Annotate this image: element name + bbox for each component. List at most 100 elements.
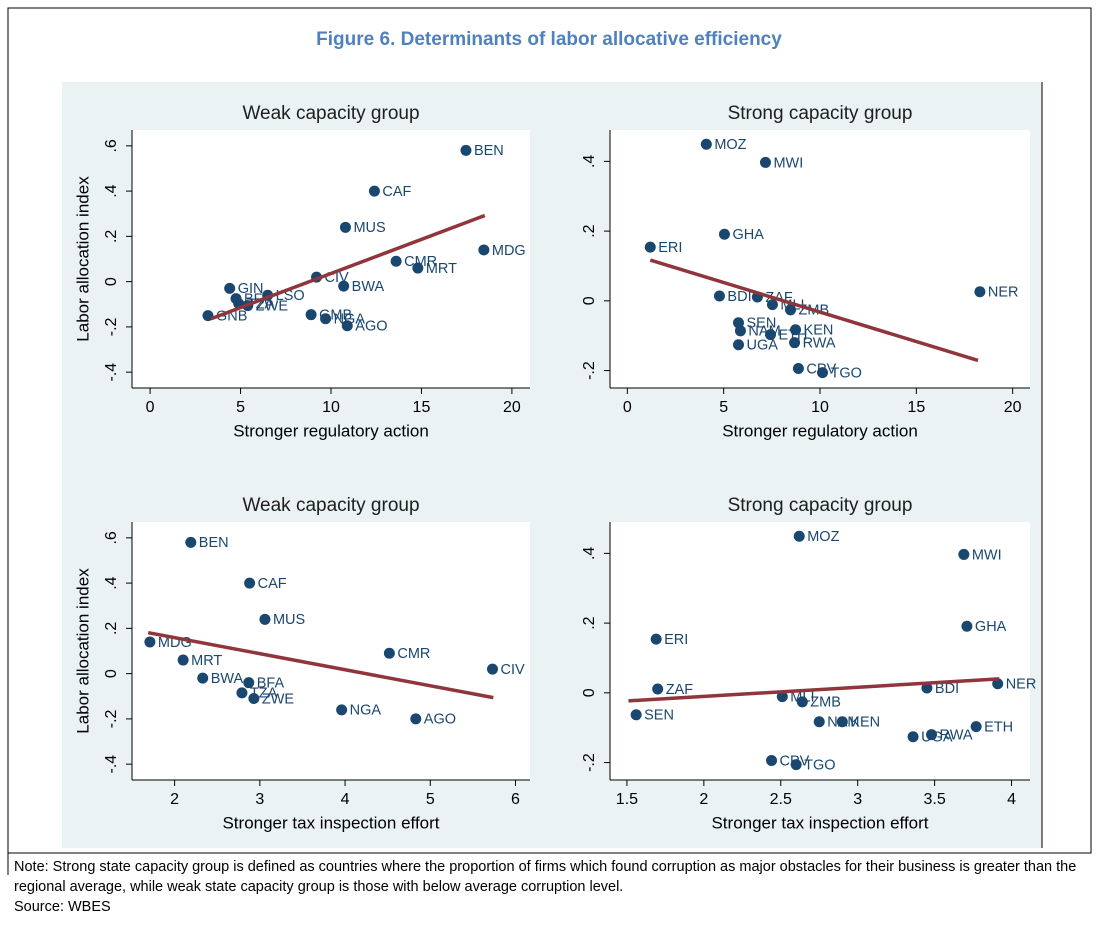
panel-title: Strong capacity group	[728, 495, 913, 516]
point	[338, 280, 350, 292]
x-tick-label: 10	[811, 399, 829, 416]
point	[412, 262, 424, 274]
y-tick-label: .6	[103, 139, 120, 152]
y-tick-label: -.4	[103, 755, 120, 774]
x-tick-label: 2	[170, 791, 179, 808]
point	[970, 721, 982, 733]
point	[339, 221, 351, 233]
panel-title: Weak capacity group	[242, 495, 419, 516]
point-label: RWA	[940, 728, 973, 744]
y-tick-label: .4	[581, 547, 598, 560]
y-tick-label: .4	[103, 576, 120, 589]
point-label: UGA	[747, 338, 779, 354]
point	[921, 682, 933, 694]
x-tick-label: 15	[413, 399, 431, 416]
point-label: TGO	[804, 757, 835, 773]
point-label: MRT	[426, 261, 457, 277]
x-tick-label: 2.5	[770, 791, 792, 808]
note: Note: Strong state capacity group is def…	[14, 859, 1077, 895]
point	[244, 577, 256, 589]
x-tick-label: 20	[1004, 399, 1022, 416]
point	[341, 320, 353, 332]
x-axis-label: Stronger tax inspection effort	[711, 813, 928, 832]
point	[764, 329, 776, 341]
point	[259, 613, 271, 625]
y-tick-label: 0	[581, 688, 598, 697]
point	[197, 672, 209, 684]
point-label: ZWE	[262, 691, 295, 707]
point	[907, 731, 919, 743]
point	[320, 313, 332, 325]
point	[992, 678, 1004, 690]
figure-title: Figure 6. Determinants of labor allocati…	[316, 29, 782, 50]
x-tick-label: 3	[255, 791, 264, 808]
point	[766, 754, 778, 766]
point-label: MLI	[790, 690, 814, 706]
point	[305, 309, 317, 321]
point	[734, 325, 746, 337]
y-tick-label: .2	[103, 622, 120, 635]
point	[790, 759, 802, 771]
point	[336, 704, 348, 716]
y-tick-label: .2	[581, 616, 598, 629]
point-label: GIN	[238, 281, 264, 297]
point	[713, 290, 725, 302]
point	[460, 144, 472, 156]
x-tick-label: 4	[341, 791, 350, 808]
point	[390, 255, 402, 267]
y-tick-label: 0	[581, 296, 598, 305]
point-label: MRT	[191, 653, 222, 669]
point	[792, 362, 804, 374]
point-label: CMR	[404, 254, 437, 270]
point-label: CIV	[501, 662, 526, 678]
point	[644, 241, 656, 253]
y-tick-label: -.2	[103, 709, 120, 728]
point	[185, 536, 197, 548]
point-label: MWI	[972, 547, 1002, 563]
point-label: ETH	[984, 719, 1013, 735]
panel-title: Strong capacity group	[728, 103, 913, 124]
point	[961, 620, 973, 632]
point	[759, 156, 771, 168]
point	[236, 687, 248, 699]
point	[478, 244, 490, 256]
point-label: GHA	[975, 619, 1007, 635]
y-tick-label: -.2	[581, 753, 598, 772]
point-label: MUS	[353, 220, 385, 236]
y-tick-label: -.2	[581, 361, 598, 380]
point	[733, 339, 745, 351]
point-label: NER	[1006, 677, 1037, 693]
point-label: KEN	[850, 715, 880, 731]
point-label: ZAF	[666, 682, 694, 698]
point	[243, 677, 255, 689]
x-tick-label: 5	[426, 791, 435, 808]
point	[793, 530, 805, 542]
point	[789, 337, 801, 349]
fit-line	[210, 213, 486, 321]
point-label: AGO	[355, 319, 387, 335]
point-label: BWA	[211, 671, 244, 687]
point	[177, 654, 189, 666]
x-tick-label: 5	[719, 399, 728, 416]
point	[958, 548, 970, 560]
point-label: SEN	[644, 708, 674, 724]
plot-area	[132, 522, 530, 780]
plot-area	[610, 130, 1030, 388]
point-label: NGA	[334, 312, 366, 328]
y-tick-label: 0	[103, 277, 120, 286]
point	[785, 304, 797, 316]
point-label: NGA	[350, 703, 382, 719]
point-label: ZWE	[256, 298, 289, 314]
y-tick-label: .6	[103, 531, 120, 544]
point	[974, 286, 986, 298]
plot-area	[610, 522, 1030, 780]
point-label: MWI	[773, 155, 803, 171]
point-label: BDI	[935, 681, 959, 697]
point-label: MDG	[492, 243, 526, 259]
y-tick-label: -.2	[103, 317, 120, 336]
point	[790, 324, 802, 336]
point-label: RWA	[803, 336, 836, 352]
point	[817, 367, 829, 379]
point-label: BEN	[199, 535, 229, 551]
point-label: ZMB	[810, 695, 841, 711]
